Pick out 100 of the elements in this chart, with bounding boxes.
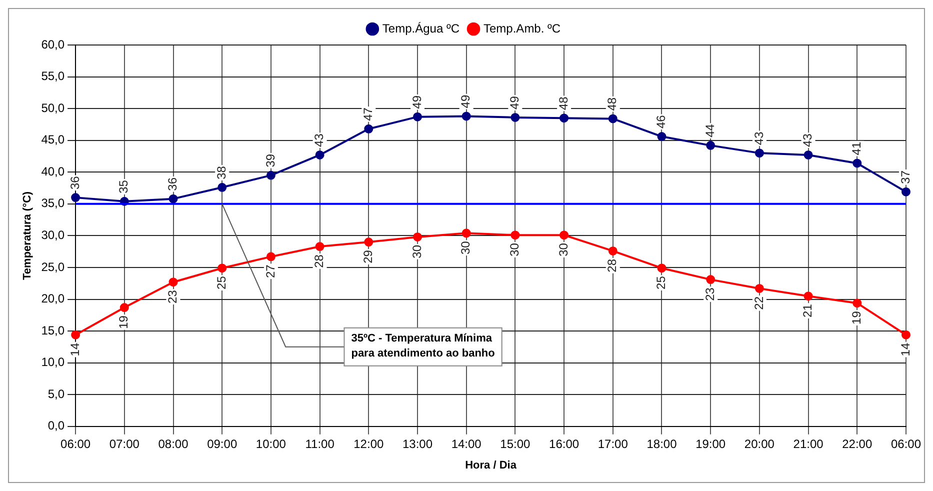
data-label: 49: [458, 94, 473, 108]
point: [412, 112, 422, 122]
data-label: 14: [898, 342, 912, 356]
point: [560, 230, 569, 240]
x-tick-label: 06:00: [890, 436, 922, 451]
y-tick-label: 35,0: [41, 196, 65, 210]
point: [168, 194, 178, 204]
y-tick-label: 60,0: [41, 37, 65, 52]
y-tick-label: 15,0: [41, 323, 65, 338]
y-tick-label: 20,0: [41, 292, 65, 306]
data-label: 30: [508, 242, 522, 256]
point: [266, 170, 276, 180]
point: [71, 330, 80, 340]
point: [560, 114, 569, 123]
data-label: 30: [458, 240, 473, 255]
data-label: 22: [752, 296, 766, 310]
data-label: 48: [556, 96, 570, 110]
point: [901, 187, 910, 196]
y-tick-label: 55,0: [41, 69, 65, 84]
point: [218, 264, 227, 273]
data-label: 25: [214, 276, 228, 290]
point: [510, 112, 520, 122]
data-label: 19: [116, 315, 131, 329]
point: [657, 132, 666, 142]
x-tick-label: 08:00: [158, 436, 189, 451]
point: [168, 278, 178, 287]
x-tick-label: 20:00: [744, 436, 775, 451]
point: [608, 246, 618, 256]
data-label: 37: [898, 170, 912, 184]
point: [901, 330, 910, 340]
y-tick-label: 10,0: [41, 355, 65, 370]
point: [657, 264, 666, 273]
x-tick-label: 13:00: [402, 436, 433, 451]
point: [120, 303, 129, 312]
x-tick-label: 06:00: [60, 436, 91, 451]
data-label: 41: [849, 142, 864, 156]
data-label: 44: [702, 124, 717, 138]
data-label: 28: [605, 258, 620, 272]
data-label: 27: [263, 264, 278, 278]
y-tick-label: 50,0: [41, 100, 65, 115]
y-tick-label: 45,0: [41, 132, 65, 147]
point: [315, 242, 324, 252]
data-label: 23: [702, 287, 717, 301]
data-label: 30: [556, 242, 570, 256]
legend-label: Temp.Amb. ºC: [484, 21, 561, 36]
point: [266, 252, 276, 262]
point: [804, 292, 813, 301]
y-tick-label: 25,0: [41, 260, 65, 274]
legend-label: Temp.Água ºC: [382, 21, 460, 36]
x-tick-label: 19:00: [696, 436, 726, 451]
y-axis-title: Temperatura (°C): [22, 191, 34, 280]
data-label: 47: [360, 107, 375, 121]
point: [364, 238, 374, 247]
x-tick-label: 12:00: [354, 436, 384, 451]
point: [706, 275, 716, 284]
data-label: 48: [605, 97, 620, 111]
y-tick-label: 30,0: [41, 228, 65, 242]
data-label: 19: [849, 310, 864, 324]
point: [510, 230, 520, 240]
point: [754, 148, 764, 158]
point: [852, 158, 862, 168]
data-label: 38: [214, 166, 228, 180]
data-label: 29: [360, 250, 375, 264]
x-tick-label: 15:00: [500, 436, 531, 451]
data-label: 49: [508, 96, 522, 110]
point: [462, 228, 471, 238]
data-label: 49: [410, 95, 424, 109]
data-label: 30: [410, 244, 424, 258]
point: [364, 124, 374, 134]
x-tick-label: 17:00: [598, 436, 628, 451]
data-label: 43: [800, 133, 815, 147]
x-axis-title: Hora / Dia: [465, 459, 518, 472]
data-label: 39: [263, 154, 278, 168]
data-label: 46: [654, 114, 668, 129]
point: [852, 298, 862, 308]
x-tick-label: 11:00: [305, 436, 335, 451]
x-tick-label: 16:00: [549, 436, 580, 451]
point: [412, 232, 422, 242]
data-label: 43: [752, 131, 766, 146]
data-label: 35: [116, 180, 131, 194]
data-label: 14: [68, 342, 82, 356]
data-label: 43: [312, 133, 326, 147]
ref-line-label: 35ºC - Temperatura Mínima para atendimento ao banho: [351, 332, 496, 360]
x-tick-label: 10:00: [256, 436, 286, 451]
point: [218, 182, 227, 192]
y-tick-label: 40,0: [41, 164, 65, 178]
point: [804, 150, 813, 160]
data-label: 36: [68, 176, 82, 190]
x-tick-label: 14:00: [451, 436, 482, 451]
point: [71, 193, 80, 202]
data-label: 28: [312, 254, 326, 268]
x-tick-label: 22:00: [842, 436, 872, 451]
data-label: 23: [166, 290, 180, 304]
point: [462, 112, 471, 121]
y-tick-label: 5,0: [48, 386, 65, 401]
point: [608, 114, 618, 124]
y-tick-label: 0,0: [48, 418, 65, 433]
data-label: 36: [166, 177, 180, 191]
data-label: 21: [800, 304, 815, 318]
x-tick-label: 21:00: [793, 436, 824, 451]
